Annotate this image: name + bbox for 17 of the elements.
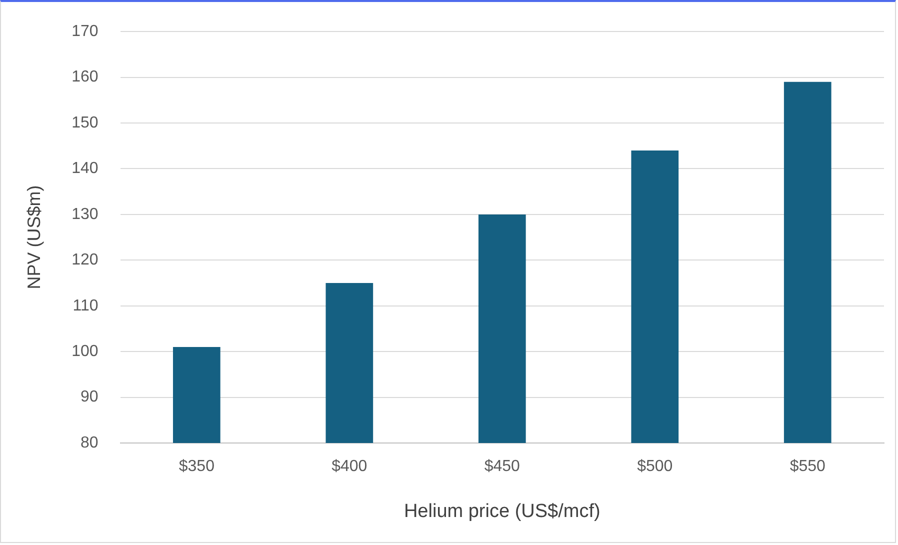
y-tick-label: 150 [72, 114, 98, 132]
y-tick-label: 90 [80, 388, 98, 406]
y-tick-label: 110 [72, 297, 98, 314]
y-axis-title: NPV (US$m) [24, 185, 44, 290]
y-tick-label: 140 [72, 160, 98, 178]
x-tick-label: $450 [484, 458, 520, 476]
x-tick-label: $500 [637, 458, 673, 476]
y-tick-label: 130 [72, 206, 98, 223]
y-tick-label: 80 [80, 434, 98, 452]
y-tick-label: 160 [72, 68, 98, 86]
x-tick-label: $550 [790, 458, 826, 476]
x-axis-title: Helium price (US$/mcf) [404, 500, 600, 522]
y-tick-label: 120 [72, 252, 98, 269]
x-tick-label: $400 [332, 458, 368, 476]
x-tick-label: $350 [178, 458, 215, 476]
y-tick-label: 100 [72, 342, 98, 360]
y-tick-label: 170 [72, 23, 98, 40]
